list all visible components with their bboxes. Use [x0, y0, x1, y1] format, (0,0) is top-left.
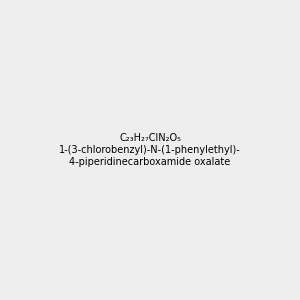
Text: C₂₃H₂₇ClN₂O₅
1-(3-chlorobenzyl)-N-(1-phenylethyl)-
4-piperidinecarboxamide oxala: C₂₃H₂₇ClN₂O₅ 1-(3-chlorobenzyl)-N-(1-phe…	[59, 134, 241, 166]
